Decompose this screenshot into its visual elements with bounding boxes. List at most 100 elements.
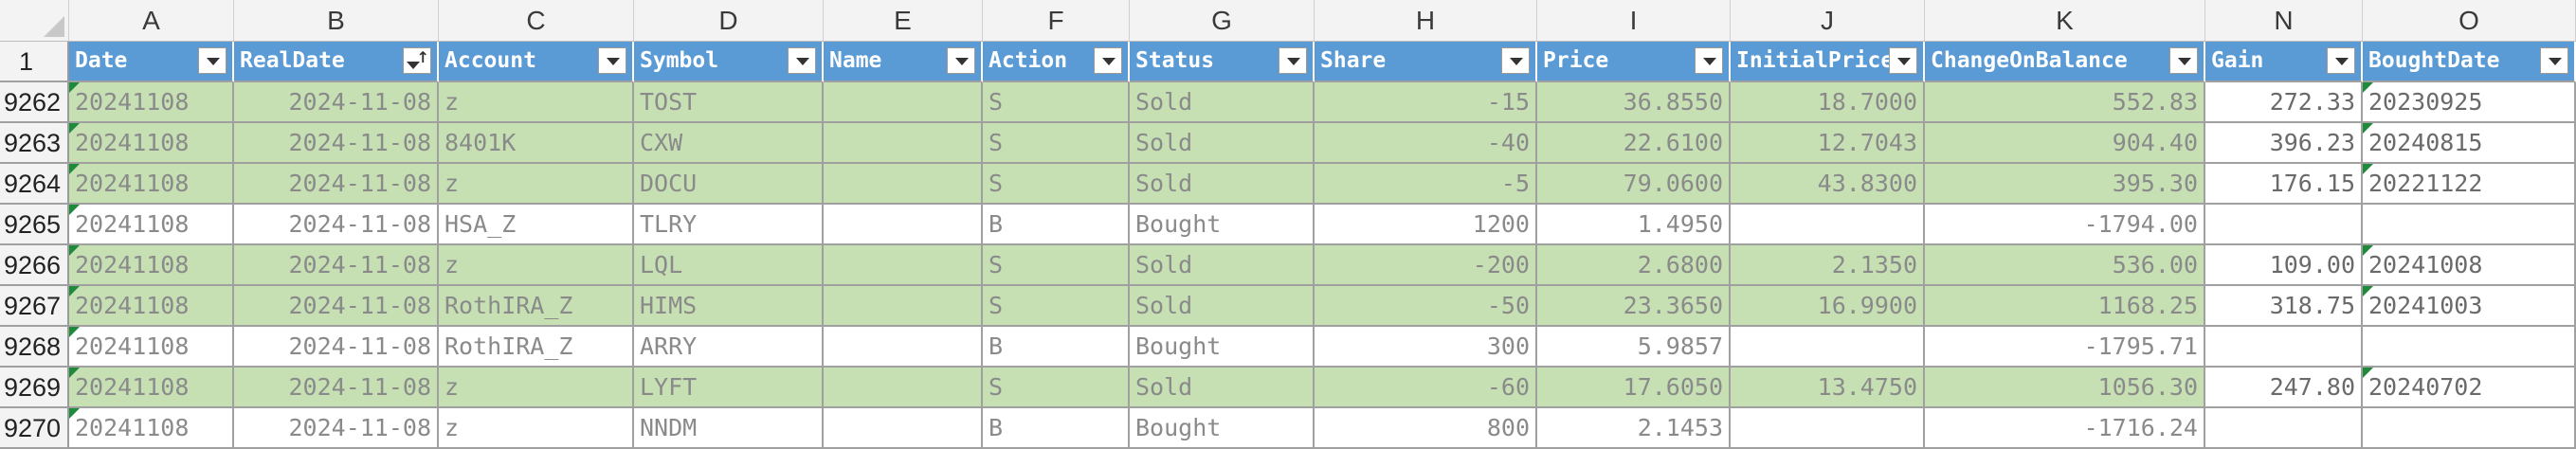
header-boughtdate[interactable]: BoughtDate bbox=[2363, 42, 2576, 82]
row-header[interactable]: 9263 bbox=[0, 123, 69, 164]
cell-date[interactable]: 20241108 bbox=[69, 327, 234, 368]
cell-name[interactable] bbox=[824, 286, 983, 327]
cell-account[interactable]: z bbox=[439, 245, 634, 286]
header-date[interactable]: Date bbox=[69, 42, 234, 82]
cell-date[interactable]: 20241108 bbox=[69, 82, 234, 123]
cell-action[interactable]: S bbox=[983, 123, 1130, 164]
cell-price[interactable]: 36.8550 bbox=[1537, 82, 1731, 123]
cell-share[interactable]: -40 bbox=[1315, 123, 1537, 164]
row-header[interactable]: 9264 bbox=[0, 164, 69, 205]
column-header-a[interactable]: A bbox=[69, 0, 234, 42]
cell-share[interactable]: -50 bbox=[1315, 286, 1537, 327]
header-name[interactable]: Name bbox=[824, 42, 983, 82]
row-header-1[interactable]: 1 bbox=[0, 42, 69, 82]
cell-account[interactable]: z bbox=[439, 164, 634, 205]
cell-gain[interactable] bbox=[2205, 327, 2363, 368]
column-header-o[interactable]: O bbox=[2363, 0, 2576, 42]
filter-dropdown-icon[interactable] bbox=[1889, 47, 1917, 74]
column-header-j[interactable]: J bbox=[1731, 0, 1925, 42]
cell-date[interactable]: 20241108 bbox=[69, 123, 234, 164]
cell-realdate[interactable]: 2024-11-08 bbox=[234, 205, 439, 245]
cell-name[interactable] bbox=[824, 368, 983, 408]
cell-symbol[interactable]: DOCU bbox=[634, 164, 824, 205]
cell-name[interactable] bbox=[824, 245, 983, 286]
row-header[interactable]: 9270 bbox=[0, 408, 69, 449]
cell-boughtdate[interactable]: 20241003 bbox=[2363, 286, 2576, 327]
cell-symbol[interactable]: TOST bbox=[634, 82, 824, 123]
row-header[interactable]: 9267 bbox=[0, 286, 69, 327]
cell-realdate[interactable]: 2024-11-08 bbox=[234, 245, 439, 286]
cell-name[interactable] bbox=[824, 408, 983, 449]
cell-status[interactable]: Sold bbox=[1130, 123, 1315, 164]
cell-realdate[interactable]: 2024-11-08 bbox=[234, 286, 439, 327]
cell-status[interactable]: Bought bbox=[1130, 408, 1315, 449]
cell-account[interactable]: z bbox=[439, 368, 634, 408]
cell-status[interactable]: Sold bbox=[1130, 368, 1315, 408]
cell-name[interactable] bbox=[824, 164, 983, 205]
cell-symbol[interactable]: HIMS bbox=[634, 286, 824, 327]
cell-action[interactable]: B bbox=[983, 408, 1130, 449]
column-header-g[interactable]: G bbox=[1130, 0, 1315, 42]
cell-gain[interactable] bbox=[2205, 408, 2363, 449]
cell-changeonbalance[interactable]: -1716.24 bbox=[1925, 408, 2205, 449]
header-gain[interactable]: Gain bbox=[2205, 42, 2363, 82]
cell-realdate[interactable]: 2024-11-08 bbox=[234, 327, 439, 368]
cell-share[interactable]: -15 bbox=[1315, 82, 1537, 123]
cell-initialprice[interactable]: 18.7000 bbox=[1731, 82, 1925, 123]
column-header-i[interactable]: I bbox=[1537, 0, 1731, 42]
cell-boughtdate[interactable]: 20240815 bbox=[2363, 123, 2576, 164]
cell-date[interactable]: 20241108 bbox=[69, 164, 234, 205]
filter-dropdown-icon[interactable] bbox=[198, 47, 227, 74]
filter-dropdown-icon[interactable] bbox=[2540, 47, 2568, 74]
row-header[interactable]: 9265 bbox=[0, 205, 69, 245]
cell-status[interactable]: Bought bbox=[1130, 327, 1315, 368]
sort-ascending-icon[interactable]: ↑ bbox=[403, 47, 431, 74]
cell-symbol[interactable]: NNDM bbox=[634, 408, 824, 449]
cell-realdate[interactable]: 2024-11-08 bbox=[234, 368, 439, 408]
column-header-b[interactable]: B bbox=[234, 0, 439, 42]
cell-changeonbalance[interactable]: 552.83 bbox=[1925, 82, 2205, 123]
header-action[interactable]: Action bbox=[983, 42, 1130, 82]
row-header[interactable]: 9262 bbox=[0, 82, 69, 123]
cell-status[interactable]: Sold bbox=[1130, 82, 1315, 123]
cell-action[interactable]: S bbox=[983, 82, 1130, 123]
cell-initialprice[interactable]: 13.4750 bbox=[1731, 368, 1925, 408]
header-initialprice[interactable]: InitialPrice bbox=[1731, 42, 1925, 82]
cell-initialprice[interactable] bbox=[1731, 327, 1925, 368]
row-header[interactable]: 9269 bbox=[0, 368, 69, 408]
filter-dropdown-icon[interactable] bbox=[598, 47, 626, 74]
cell-symbol[interactable]: LQL bbox=[634, 245, 824, 286]
header-symbol[interactable]: Symbol bbox=[634, 42, 824, 82]
cell-price[interactable]: 17.6050 bbox=[1537, 368, 1731, 408]
cell-status[interactable]: Sold bbox=[1130, 245, 1315, 286]
row-header[interactable]: 9266 bbox=[0, 245, 69, 286]
select-all-corner[interactable] bbox=[0, 0, 69, 42]
filter-dropdown-icon[interactable] bbox=[1094, 47, 1122, 74]
cell-changeonbalance[interactable]: 395.30 bbox=[1925, 164, 2205, 205]
cell-changeonbalance[interactable]: 904.40 bbox=[1925, 123, 2205, 164]
cell-account[interactable]: 8401K bbox=[439, 123, 634, 164]
header-price[interactable]: Price bbox=[1537, 42, 1731, 82]
cell-share[interactable]: 800 bbox=[1315, 408, 1537, 449]
filter-dropdown-icon[interactable] bbox=[1695, 47, 1723, 74]
cell-changeonbalance[interactable]: 1056.30 bbox=[1925, 368, 2205, 408]
cell-date[interactable]: 20241108 bbox=[69, 245, 234, 286]
cell-action[interactable]: S bbox=[983, 164, 1130, 205]
cell-action[interactable]: B bbox=[983, 327, 1130, 368]
column-header-c[interactable]: C bbox=[439, 0, 634, 42]
cell-price[interactable]: 2.1453 bbox=[1537, 408, 1731, 449]
cell-name[interactable] bbox=[824, 327, 983, 368]
cell-gain[interactable]: 272.33 bbox=[2205, 82, 2363, 123]
cell-realdate[interactable]: 2024-11-08 bbox=[234, 408, 439, 449]
cell-name[interactable] bbox=[824, 82, 983, 123]
cell-date[interactable]: 20241108 bbox=[69, 368, 234, 408]
cell-name[interactable] bbox=[824, 205, 983, 245]
cell-share[interactable]: -200 bbox=[1315, 245, 1537, 286]
cell-price[interactable]: 1.4950 bbox=[1537, 205, 1731, 245]
cell-action[interactable]: S bbox=[983, 245, 1130, 286]
cell-gain[interactable]: 396.23 bbox=[2205, 123, 2363, 164]
cell-initialprice[interactable]: 12.7043 bbox=[1731, 123, 1925, 164]
filter-dropdown-icon[interactable] bbox=[2169, 47, 2198, 74]
cell-gain[interactable]: 176.15 bbox=[2205, 164, 2363, 205]
cell-action[interactable]: S bbox=[983, 368, 1130, 408]
